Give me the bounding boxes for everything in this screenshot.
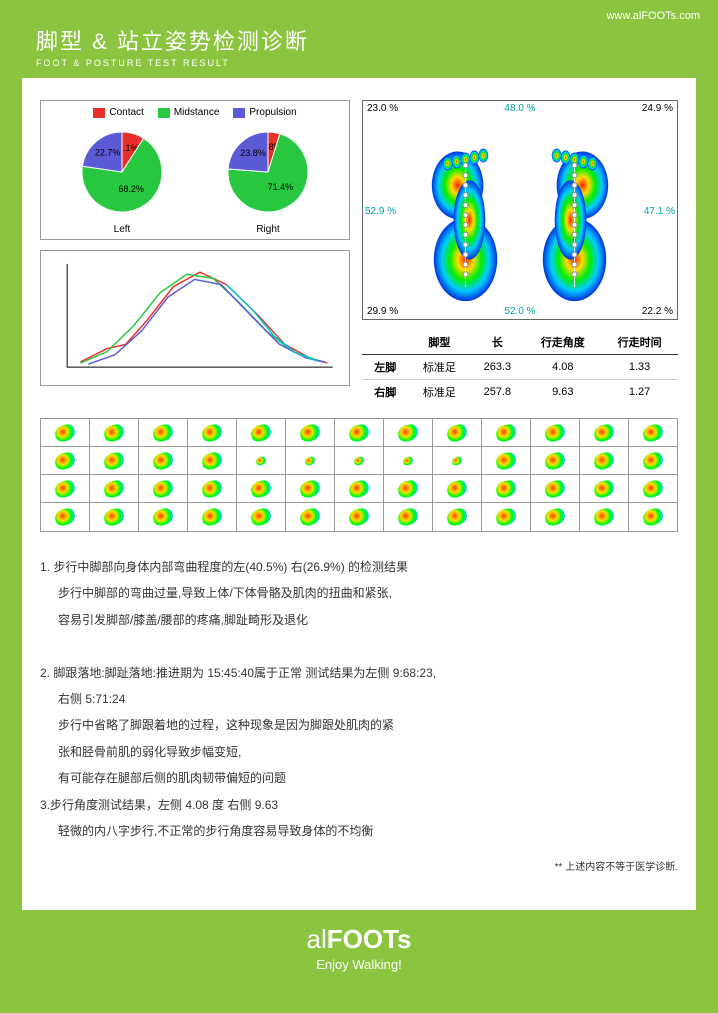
sequence-cell [531, 447, 580, 474]
analysis-line: 轻微的内八字步行,不正常的步行角度容易导致身体的不均衡 [40, 818, 678, 844]
analysis-line: 容易引发脚部/膝盖/腰部的疼痛,脚趾畸形及退化 [40, 607, 678, 633]
pie-right-label: Right [208, 224, 328, 235]
sequence-cell [482, 447, 531, 474]
foot-data-table: 脚型长行走角度行走时间 左脚标准足263.34.081.33右脚标准足257.8… [362, 330, 678, 404]
sequence-cell [384, 475, 433, 502]
sequence-cell [433, 503, 482, 531]
sequence-cell [482, 419, 531, 446]
sequence-cell [90, 475, 139, 502]
pie-left-label: Left [62, 224, 182, 235]
gait-sequence-grid [40, 418, 678, 532]
sequence-cell [139, 475, 188, 502]
sequence-cell [384, 419, 433, 446]
sequence-cell [90, 447, 139, 474]
table-header: 行走角度 [524, 330, 601, 355]
sequence-cell [286, 503, 335, 531]
sequence-cell [433, 475, 482, 502]
slogan: Enjoy Walking! [8, 957, 710, 972]
sequence-cell [41, 447, 90, 474]
sequence-cell [433, 447, 482, 474]
sequence-cell [335, 447, 384, 474]
sequence-cell [286, 419, 335, 446]
pie-right: 4.8%71.4%23.8% Right [208, 122, 328, 235]
sequence-cell [335, 475, 384, 502]
sequence-cell [90, 419, 139, 446]
brand-logo: alFOOTs [8, 924, 710, 955]
analysis-line: 张和胫骨前肌的弱化导致步幅变短, [40, 739, 678, 765]
sequence-cell [580, 475, 629, 502]
sequence-cell [237, 419, 286, 446]
sequence-cell [531, 503, 580, 531]
sequence-cell [580, 447, 629, 474]
sequence-cell [580, 503, 629, 531]
sequence-cell [188, 447, 237, 474]
sequence-cell [237, 503, 286, 531]
sequence-cell [335, 419, 384, 446]
title-english: FOOT & POSTURE TEST RESULT [36, 58, 682, 68]
svg-text:22.7%: 22.7% [95, 147, 121, 157]
table-row: 左脚标准足263.34.081.33 [362, 355, 678, 380]
sequence-cell [531, 475, 580, 502]
website-url: www.alFOOTs.com [606, 10, 700, 22]
sequence-cell [237, 475, 286, 502]
svg-text:71.4%: 71.4% [268, 182, 294, 192]
legend-propulsion: Propulsion [249, 107, 296, 118]
analysis-line: 步行中省略了脚跟着地的过程，这种现象是因为脚跟处肌肉的紧 [40, 712, 678, 738]
sequence-cell [237, 447, 286, 474]
analysis-line: 有可能存在腿部后侧的肌肉韧带偏短的问题 [40, 765, 678, 791]
sequence-cell [629, 419, 677, 446]
pie-chart-box: Contact Midstance Propulsion 9.1%68.2%22… [40, 100, 350, 240]
sequence-cell [139, 503, 188, 531]
sequence-cell [629, 503, 677, 531]
title-area: 脚型 & 站立姿势检测诊断 FOOT & POSTURE TEST RESULT [8, 8, 710, 78]
analysis-line: 3.步行角度测试结果，左侧 4.08 度 右侧 9.63 [40, 792, 678, 818]
sequence-cell [433, 419, 482, 446]
sequence-cell [384, 447, 433, 474]
pie-left: 9.1%68.2%22.7% Left [62, 122, 182, 235]
sequence-cell [41, 475, 90, 502]
foot-heatmap: 23.0 % 48.0 % 24.9 % 52.9 % 47.1 % 29.9 … [362, 100, 678, 320]
sequence-cell [188, 475, 237, 502]
table-header: 行走时间 [601, 330, 678, 355]
sequence-cell [482, 503, 531, 531]
table-header [362, 330, 409, 355]
legend-midstance: Midstance [174, 107, 220, 118]
table-row: 右脚标准足257.89.631.27 [362, 380, 678, 405]
analysis-line: 1. 步行中脚部向身体内部弯曲程度的左(40.5%) 右(26.9%) 的检测结… [40, 554, 678, 580]
sequence-cell [139, 419, 188, 446]
report-page: www.alFOOTs.com 脚型 & 站立姿势检测诊断 FOOT & POS… [0, 0, 718, 1013]
sequence-cell [531, 419, 580, 446]
table-header: 脚型 [409, 330, 471, 355]
legend-contact: Contact [109, 107, 143, 118]
analysis-line: 2. 脚跟落地:脚趾落地:推进期为 15:45:40属于正常 测试结果为左侧 9… [40, 660, 678, 686]
sequence-cell [629, 447, 677, 474]
pie-legend: Contact Midstance Propulsion [49, 107, 341, 118]
svg-text:68.2%: 68.2% [118, 184, 144, 194]
sequence-cell [580, 419, 629, 446]
analysis-text: 1. 步行中脚部向身体内部弯曲程度的左(40.5%) 右(26.9%) 的检测结… [40, 554, 678, 844]
analysis-line: 步行中脚部的弯曲过量,导致上体/下体骨骼及肌肉的扭曲和紧张, [40, 580, 678, 606]
sequence-cell [188, 419, 237, 446]
analysis-line: 右侧 5:71:24 [40, 686, 678, 712]
sequence-cell [335, 503, 384, 531]
sequence-cell [90, 503, 139, 531]
line-chart-box [40, 250, 350, 386]
analysis-line [40, 633, 678, 659]
sequence-cell [286, 447, 335, 474]
sequence-cell [286, 475, 335, 502]
sequence-cell [482, 475, 531, 502]
sequence-cell [41, 419, 90, 446]
footer: alFOOTs Enjoy Walking! [8, 910, 710, 972]
table-header: 长 [470, 330, 524, 355]
sequence-cell [188, 503, 237, 531]
title-chinese: 脚型 & 站立姿势检测诊断 [36, 24, 682, 56]
sequence-cell [41, 503, 90, 531]
sequence-cell [629, 475, 677, 502]
sequence-cell [384, 503, 433, 531]
content-panel: Contact Midstance Propulsion 9.1%68.2%22… [22, 78, 696, 910]
disclaimer: ** 上述内容不等于医学诊断. [40, 858, 678, 873]
sequence-cell [139, 447, 188, 474]
svg-text:23.8%: 23.8% [240, 148, 266, 158]
